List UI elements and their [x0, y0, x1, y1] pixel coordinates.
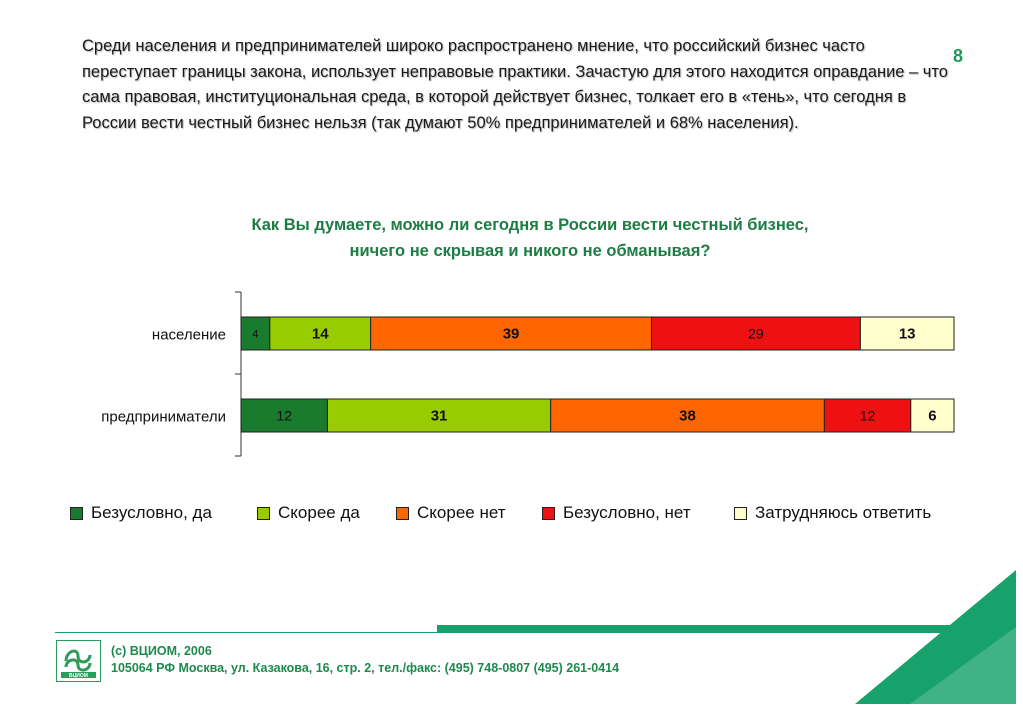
logo-text: ВЦИОМ	[69, 673, 88, 679]
bar-segment	[859, 316, 955, 351]
bar-segment	[550, 398, 825, 433]
legend-swatch	[70, 506, 83, 520]
legend-label: Скорее нет	[417, 503, 506, 522]
footer-copyright: (с) ВЦИОМ, 2006	[111, 644, 212, 658]
bar-segment	[910, 398, 955, 433]
data-label: 14	[312, 326, 329, 343]
legend-swatch	[396, 506, 409, 520]
legend-swatch	[734, 506, 747, 520]
vciom-logo: ВЦИОМ	[56, 640, 101, 682]
bar-segment	[269, 316, 372, 351]
legend-item: Скорее да	[257, 503, 360, 523]
chart-question: Как Вы думаете, можно ли сегодня в Росси…	[130, 212, 930, 264]
chart-legend: Безусловно, да Скорее да Скорее нет Безусло…	[70, 503, 970, 527]
bar-segment	[370, 316, 653, 351]
bar-segment	[651, 316, 861, 351]
category-label: предприниматели	[101, 409, 226, 426]
data-label: 38	[679, 408, 696, 425]
data-label: 12	[276, 408, 292, 424]
footer-text: (с) ВЦИОМ, 2006 105064 РФ Москва, ул. Ка…	[111, 643, 619, 677]
footer-address: 105064 РФ Москва, ул. Казакова, 16, стр.…	[111, 661, 620, 675]
page-number: 8	[953, 46, 964, 66]
legend-swatch	[257, 506, 270, 520]
legend-label: Затрудняюсь ответить	[755, 503, 932, 522]
data-label: 31	[431, 408, 448, 425]
intro-text: Среди населения и предпринимателей широк…	[82, 37, 948, 132]
bar-segment	[326, 398, 552, 433]
data-label: 6	[928, 408, 936, 425]
footer-divider	[55, 632, 955, 633]
legend-label: Скорее да	[278, 503, 360, 522]
data-label: 12	[860, 408, 876, 424]
footer-accent-bar	[437, 625, 957, 632]
bar-segment	[823, 398, 912, 433]
legend-item: Безусловно, да	[70, 503, 212, 523]
legend-item: Скорее нет	[396, 503, 506, 523]
category-label: население	[152, 327, 226, 344]
question-line-1: Как Вы думаете, можно ли сегодня в Росси…	[251, 216, 809, 234]
data-label: 29	[748, 326, 764, 342]
data-label: 13	[899, 326, 916, 343]
data-label: 4	[252, 329, 258, 341]
bar-segment	[240, 398, 328, 433]
legend-label: Безусловно, нет	[563, 503, 691, 522]
legend-item: Затрудняюсь ответить	[734, 503, 931, 523]
legend-label: Безусловно, да	[91, 503, 212, 522]
data-label: 39	[503, 326, 520, 343]
question-line-2: ничего не скрывая и никого не обманывая?	[349, 242, 711, 260]
legend-item: Безусловно, нет	[542, 503, 691, 523]
bar-segment	[240, 316, 271, 351]
legend-swatch	[542, 506, 555, 520]
